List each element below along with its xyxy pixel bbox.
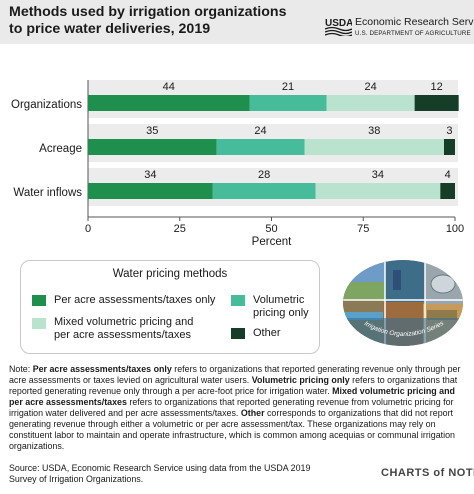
- photo-collage-art: Irrigation Organization Series: [343, 260, 463, 346]
- note-term-other: Other: [240, 408, 265, 418]
- category-label-0: Organizations: [11, 99, 82, 111]
- x-tick-label-1: 25: [174, 223, 186, 235]
- note-term-per-acre: Per acre assessments/taxes only: [32, 364, 172, 374]
- data-label-1-0: 35: [146, 125, 158, 137]
- bar-1-1: [216, 139, 305, 155]
- data-label-2-3: 4: [445, 169, 451, 181]
- usda-logo: USDA: [325, 18, 352, 36]
- bar-2-2: [315, 183, 441, 199]
- data-label-1-2: 38: [368, 125, 380, 137]
- bar-2-0: [88, 183, 213, 199]
- legend-swatch-volumetric: [231, 295, 245, 306]
- charts-of-note-logo: CHARTS of NOTE: [381, 467, 474, 479]
- legend-swatch-per-acre: [32, 295, 46, 306]
- data-label-2-2: 34: [372, 169, 384, 181]
- bar-2-1: [212, 183, 316, 199]
- note-term-volumetric: Volumetric pricing only: [251, 375, 350, 385]
- legend: Water pricing methods Per acre assessmen…: [20, 260, 320, 354]
- data-label-0-0: 44: [163, 81, 175, 93]
- data-label-1-1: 24: [254, 125, 266, 137]
- bar-0-0: [88, 95, 250, 111]
- bar-chart: 44 21 24 12 Organizations 35 24 38 3 Acreage 34 28 3…: [11, 80, 464, 248]
- x-tick-label-3: 75: [357, 223, 369, 235]
- bar-0-1: [249, 95, 327, 111]
- legend-volumetric-line-2: pricing only: [253, 307, 309, 319]
- x-tick-label-0: 0: [85, 223, 91, 235]
- agency-name: Economic Research Service: [355, 16, 474, 28]
- data-label-2-1: 28: [258, 169, 270, 181]
- legend-volumetric-line-1: Volumetric: [253, 294, 305, 306]
- data-label-0-2: 24: [364, 81, 376, 93]
- title-line-2: to price water deliveries, 2019: [9, 21, 211, 37]
- category-label-1: Acreage: [39, 143, 82, 155]
- title-line-1: Methods used by irrigation organizations: [9, 4, 287, 20]
- legend-swatch-other: [231, 328, 245, 339]
- legend-other-text: Other: [253, 327, 281, 339]
- data-label-0-3: 12: [431, 81, 443, 93]
- series-photo-collage: Irrigation Organization Series: [343, 260, 463, 346]
- legend-label-other: Other: [253, 327, 281, 340]
- legend-mixed-line-1: Mixed volumetric pricing and: [54, 316, 194, 328]
- note-def-per-acre: refers to organizations that reported ge…: [9, 364, 461, 385]
- legend-title: Water pricing methods: [112, 268, 228, 280]
- note-intro: Note:: [9, 364, 33, 374]
- legend-swatch-mixed: [32, 318, 46, 329]
- legend-per-acre-text: Per acre assessments/taxes only: [54, 294, 216, 306]
- category-label-2: Water inflows: [13, 187, 82, 199]
- chart-title: Methods used by irrigation organizations…: [9, 4, 299, 38]
- bar-1-3: [443, 139, 455, 155]
- department-name: U.S. DEPARTMENT OF AGRICULTURE: [355, 30, 471, 37]
- usda-logo-text: USDA: [325, 18, 352, 29]
- legend-label-mixed: Mixed volumetric pricing and per acre as…: [54, 316, 193, 342]
- note-def-other: corresponds to organizations that did no…: [9, 408, 455, 451]
- bar-0-3: [414, 95, 459, 111]
- bar-0-2: [326, 95, 415, 111]
- legend-mixed-line-2: per acre assessments/taxes: [54, 329, 191, 341]
- note-text: Note: Per acre assessments/taxes only re…: [9, 364, 471, 452]
- note-def-volumetric: refers to organizations that reported ge…: [9, 375, 458, 396]
- bar-1-0: [88, 139, 217, 155]
- x-axis-title: Percent: [252, 236, 292, 248]
- header-bar: [0, 0, 474, 44]
- x-tick-label-2: 50: [265, 223, 277, 235]
- bar-1-2: [304, 139, 444, 155]
- data-label-0-1: 21: [282, 81, 294, 93]
- note-term-mixed: Mixed volumetric pricing and per acre as…: [9, 386, 455, 407]
- source-text: Source: USDA, Economic Research Service …: [9, 463, 311, 484]
- data-label-1-3: 3: [446, 125, 452, 137]
- x-tick-label-4: 100: [446, 223, 464, 235]
- bar-2-3: [440, 183, 455, 199]
- note-def-mixed: refers to organizations that reported ge…: [9, 397, 454, 418]
- legend-label-per-acre: Per acre assessments/taxes only: [54, 294, 215, 307]
- legend-label-volumetric: Volumetric pricing only: [253, 294, 309, 320]
- data-label-2-0: 34: [144, 169, 156, 181]
